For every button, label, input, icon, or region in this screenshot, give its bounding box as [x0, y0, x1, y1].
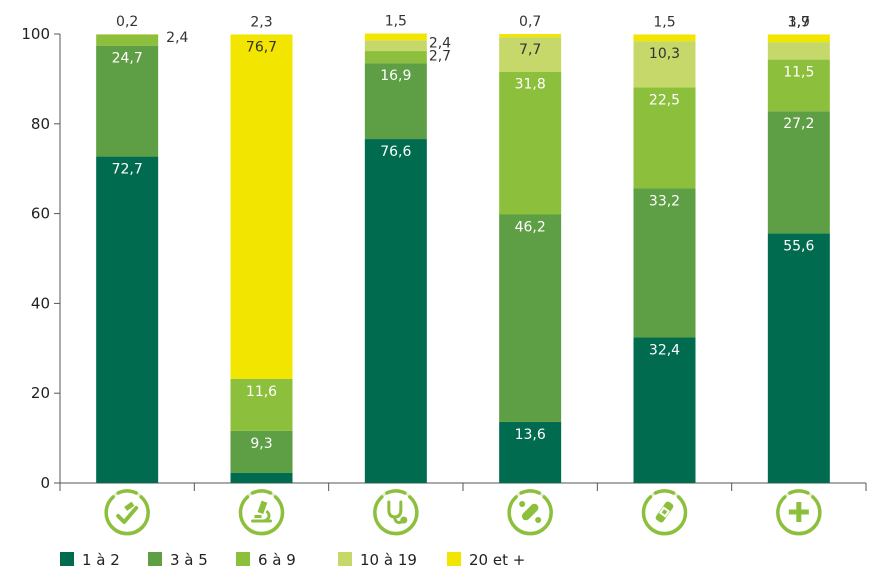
legend-label: 3 à 5 [170, 551, 208, 569]
bar-segment [633, 87, 696, 189]
stethoscope-icon [373, 489, 419, 536]
bar-segment [633, 188, 696, 338]
y-tick-label: 0 [40, 474, 50, 492]
bar-segment [767, 111, 830, 234]
bars [96, 33, 830, 484]
data-label: 1,5 [653, 14, 675, 30]
data-label: 1,5 [385, 14, 407, 30]
legend-item: 1 à 2 [60, 551, 120, 569]
pills-icon [507, 489, 553, 536]
data-label: 31,8 [515, 77, 546, 93]
bar-segment [499, 71, 562, 215]
bar-segment [364, 33, 427, 41]
data-label: 7,7 [519, 42, 541, 58]
data-label: 13,6 [515, 427, 546, 443]
bar-segment [96, 156, 159, 483]
data-labels: 72,724,72,40,29,311,676,72,376,616,92,72… [112, 14, 815, 452]
data-label: 0,7 [519, 14, 541, 30]
bar-segment [499, 421, 562, 483]
data-label: 46,2 [515, 219, 546, 235]
bar-segment [230, 34, 293, 379]
legend-item: 20 et + [447, 551, 525, 569]
data-label: 2,3 [250, 14, 272, 30]
legend-label: 6 à 9 [258, 551, 296, 569]
data-label: 2,4 [166, 30, 188, 46]
data-label: 33,2 [649, 193, 680, 209]
data-label: 11,5 [783, 65, 814, 81]
data-label: 1,7 [788, 14, 810, 30]
bar-segment [230, 472, 293, 483]
data-label: 2,4 [429, 36, 451, 52]
data-label: 22,5 [649, 92, 680, 108]
bar-segment [633, 41, 696, 88]
data-label: 27,2 [783, 116, 814, 132]
pharmacy-rx-icon [104, 489, 150, 536]
data-label: 24,7 [112, 51, 143, 67]
legend-label: 10 à 19 [360, 551, 417, 569]
bar-segment [767, 59, 830, 112]
legend-label: 1 à 2 [82, 551, 120, 569]
legend-swatch [236, 552, 250, 566]
plus-icon [776, 489, 822, 536]
bar-segment [767, 42, 830, 60]
data-label: 9,3 [250, 436, 272, 452]
data-label: 55,6 [783, 238, 814, 254]
bar-segment [499, 34, 562, 38]
y-tick-label: 40 [31, 294, 50, 312]
data-label: 72,7 [112, 162, 143, 178]
data-label: 11,6 [246, 384, 277, 400]
bar-segment [96, 45, 159, 157]
y-tick-label: 80 [31, 115, 50, 133]
axes: 0 20 40 60 80 100 [21, 25, 867, 492]
bar-segment [633, 337, 696, 483]
bar-segment [499, 214, 562, 422]
data-label: 76,7 [246, 39, 277, 55]
legend-item: 6 à 9 [236, 551, 296, 569]
category-icons [104, 489, 822, 536]
laboratory-microscope-icon [238, 489, 285, 536]
legend-swatch [148, 552, 162, 566]
bar-segment [96, 34, 159, 46]
legend-swatch [338, 552, 352, 566]
data-label: 3,9 [788, 14, 810, 30]
legend-label: 20 et + [469, 551, 525, 569]
data-label: 76,6 [380, 144, 411, 160]
data-label: 16,9 [380, 68, 411, 84]
y-tick-label: 60 [31, 205, 50, 223]
bandage-icon [641, 489, 688, 536]
y-tick-label: 20 [31, 384, 50, 402]
data-label: 10,3 [649, 46, 680, 62]
legend-swatch [60, 552, 74, 566]
bar-segment [364, 51, 427, 64]
bar-segment [767, 34, 830, 43]
bar-segment [767, 233, 830, 483]
bar-segment [364, 40, 427, 52]
bar-segment [364, 63, 427, 140]
legend-item: 3 à 5 [148, 551, 208, 569]
data-label: 2,7 [429, 49, 451, 65]
bar-segment [633, 34, 696, 42]
legend-swatch [447, 552, 461, 566]
y-tick-label: 100 [21, 25, 50, 43]
data-label: 32,4 [649, 343, 680, 359]
legend: 1 à 2 3 à 5 6 à 9 10 à 19 20 et + [60, 551, 525, 569]
legend-item: 10 à 19 [338, 551, 417, 569]
bar-segment [230, 378, 293, 431]
bar-segment [230, 430, 293, 473]
data-label: 0,2 [116, 14, 138, 30]
bar-segment [364, 139, 427, 484]
bar-segment [499, 37, 562, 72]
bar-segment [96, 34, 159, 35]
